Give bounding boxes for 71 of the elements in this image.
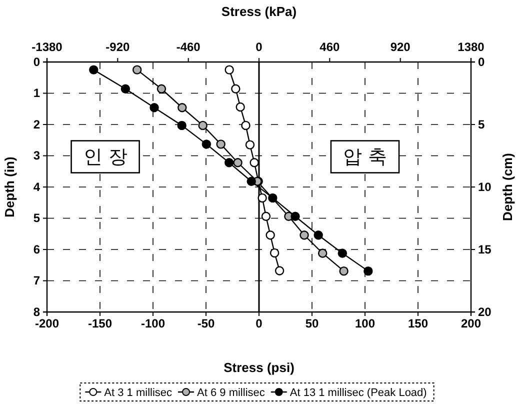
point xyxy=(300,230,309,240)
x-tick-label: 0 xyxy=(256,316,263,331)
point xyxy=(202,140,212,149)
point xyxy=(314,230,323,240)
point xyxy=(156,84,166,94)
point xyxy=(231,84,240,94)
y2-tick-label: 15 xyxy=(478,242,492,256)
x2-tick-label: 1380 xyxy=(458,40,485,54)
y2-tick-label: 5 xyxy=(478,117,485,132)
point xyxy=(89,65,98,74)
y-tick-label: 8 xyxy=(33,304,40,319)
x-tick-label: 150 xyxy=(408,316,428,331)
point xyxy=(241,120,250,130)
point xyxy=(245,140,255,150)
point xyxy=(339,266,348,276)
y-axis-title: Depth (in) xyxy=(2,156,17,218)
point xyxy=(224,158,234,168)
x-axis-title: Stress (psi) xyxy=(224,360,294,375)
y-tick-label: 5 xyxy=(33,211,40,226)
x-tick-label: 50 xyxy=(305,316,319,331)
point xyxy=(318,248,328,258)
x2-tick-label: 920 xyxy=(390,40,411,54)
legend-label: At 6 9 millisec xyxy=(197,387,266,399)
legend-label: At 3 1 millisec xyxy=(104,387,173,399)
point xyxy=(224,65,234,74)
point xyxy=(216,140,226,149)
y2-tick-label: 0 xyxy=(478,54,485,69)
point xyxy=(177,120,186,130)
y2-tick-label: 10 xyxy=(478,180,492,194)
y-tick-label: 7 xyxy=(33,274,40,288)
x-tick-label: -200 xyxy=(34,316,60,331)
y2-tick-label: 20 xyxy=(478,304,492,319)
x-tick-label: -50 xyxy=(197,316,215,331)
y-tick-label: 2 xyxy=(33,117,40,132)
x2-tick-label: 460 xyxy=(320,40,340,54)
x2-tick-label: 0 xyxy=(256,40,263,54)
point xyxy=(274,266,284,276)
y-tick-label: 0 xyxy=(33,54,40,69)
point xyxy=(270,248,280,258)
y-tick-label: 1 xyxy=(33,86,40,100)
point xyxy=(364,266,373,276)
point xyxy=(268,193,278,203)
point xyxy=(246,176,256,186)
x2-axis-title: Stress (kPa) xyxy=(221,4,297,19)
x-tick-label: -100 xyxy=(140,316,166,331)
point xyxy=(258,193,267,203)
y-tick-label: 3 xyxy=(33,148,40,163)
legend-label: At 13 1 millisec (Peak Load) xyxy=(290,387,427,399)
x2-tick-label: -1380 xyxy=(32,40,63,54)
y-tick-label: 6 xyxy=(33,242,40,256)
point xyxy=(178,103,187,112)
point xyxy=(290,212,300,221)
point xyxy=(250,158,259,168)
y2-axis-title: Depth (cm) xyxy=(500,153,515,221)
point xyxy=(338,248,348,258)
point xyxy=(120,84,130,94)
point xyxy=(132,65,142,74)
annotation: 압 축 xyxy=(342,146,388,168)
point xyxy=(150,103,159,112)
point xyxy=(198,120,208,130)
x2-tick-label: -920 xyxy=(106,40,130,54)
annotation: 인 장 xyxy=(83,146,128,168)
x2-tick-label: -460 xyxy=(176,40,201,54)
x-tick-label: 200 xyxy=(460,316,482,331)
point xyxy=(233,158,242,168)
point xyxy=(266,230,275,240)
point xyxy=(236,102,245,112)
y-tick-label: 4 xyxy=(33,180,40,194)
point xyxy=(261,212,271,221)
x-tick-label: -150 xyxy=(88,316,112,331)
x-tick-label: 100 xyxy=(354,316,376,331)
